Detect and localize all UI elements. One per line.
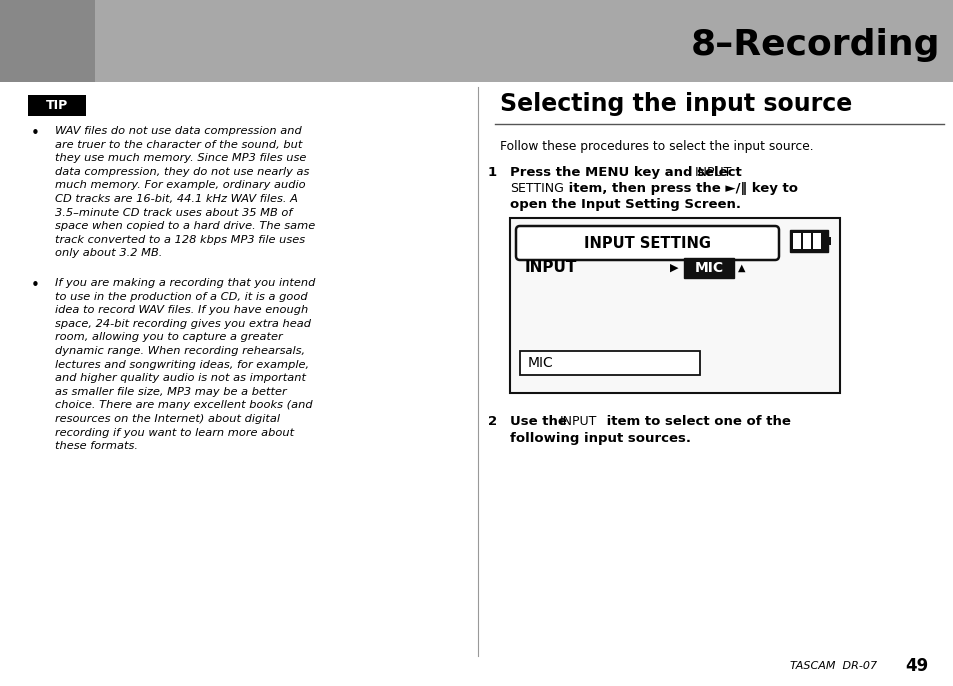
FancyBboxPatch shape <box>516 226 779 260</box>
Text: INPUT SETTING: INPUT SETTING <box>583 235 710 250</box>
Bar <box>510 218 840 393</box>
Bar <box>827 237 830 245</box>
Bar <box>683 258 733 278</box>
Text: SETTING: SETTING <box>510 182 563 195</box>
Text: TIP: TIP <box>46 99 68 112</box>
Text: 49: 49 <box>904 657 927 675</box>
Bar <box>0 0 95 82</box>
Bar <box>0 0 953 82</box>
Text: item to select one of the: item to select one of the <box>601 415 790 428</box>
Text: Selecting the input source: Selecting the input source <box>499 92 851 116</box>
Text: •: • <box>30 126 39 141</box>
Text: item, then press the ►/‖ key to: item, then press the ►/‖ key to <box>563 182 797 195</box>
Bar <box>789 230 827 252</box>
Text: INPUT: INPUT <box>559 415 597 428</box>
Bar <box>28 95 86 116</box>
Text: ▲: ▲ <box>738 263 744 273</box>
Text: 2: 2 <box>488 415 497 428</box>
Bar <box>802 233 810 249</box>
Text: TASCAM  DR-07: TASCAM DR-07 <box>789 661 876 671</box>
Text: Use the: Use the <box>510 415 571 428</box>
Text: Follow these procedures to select the input source.: Follow these procedures to select the in… <box>499 140 813 153</box>
Bar <box>792 233 801 249</box>
Bar <box>519 351 700 375</box>
Text: •: • <box>30 278 39 293</box>
Text: WAV files do not use data compression and
are truer to the character of the soun: WAV files do not use data compression an… <box>55 126 314 259</box>
Text: open the Input Setting Screen.: open the Input Setting Screen. <box>510 198 740 211</box>
Text: INPUT: INPUT <box>524 261 577 276</box>
Text: 1: 1 <box>488 166 497 179</box>
Text: 8–Recording: 8–Recording <box>690 28 939 62</box>
Text: Press the MENU key and select: Press the MENU key and select <box>510 166 745 179</box>
Text: following input sources.: following input sources. <box>510 432 690 445</box>
Bar <box>812 233 821 249</box>
Text: ▶: ▶ <box>669 263 678 273</box>
Text: MIC: MIC <box>694 261 722 275</box>
Text: If you are making a recording that you intend
to use in the production of a CD, : If you are making a recording that you i… <box>55 278 315 451</box>
Text: INPUT: INPUT <box>695 166 732 179</box>
Text: MIC: MIC <box>527 356 553 370</box>
